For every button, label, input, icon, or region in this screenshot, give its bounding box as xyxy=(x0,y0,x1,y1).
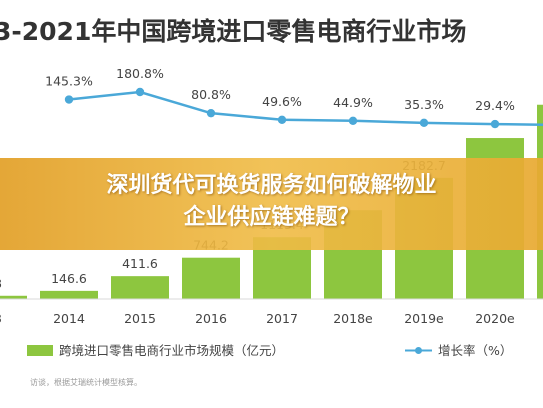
x-tick-label-2015: 2015 xyxy=(124,311,156,326)
x-tick-label-2014: 2014 xyxy=(53,311,85,326)
source-note: 访谈，根据艾瑞统计模型核算。 xyxy=(30,377,142,387)
bar-2016 xyxy=(182,257,240,299)
growth-rate-point-2015 xyxy=(135,87,145,97)
x-tick-label-2020e: 2020e xyxy=(475,311,515,326)
x-tick-label-2016: 2016 xyxy=(195,311,227,326)
legend-line-label: 增长率（%） xyxy=(438,343,512,358)
growth-rate-point-2016 xyxy=(206,108,216,118)
growth-rate-point-2019e xyxy=(419,118,429,128)
chart-title: 3-2021年中国跨境进口零售电商行业市场 xyxy=(0,17,466,46)
growth-rate-label-2019e: 35.3% xyxy=(404,97,444,112)
x-ticks-layer: 320142015201620172018e2019e2020e2 xyxy=(0,311,515,326)
growth-rate-label-2015: 180.8% xyxy=(116,66,164,81)
overlay-banner xyxy=(0,158,543,250)
growth-rate-point-2017 xyxy=(277,115,287,124)
overlay-headline: 深圳货代可换货服务如何破解物业 企业供应链难题？ xyxy=(0,170,543,234)
bar-label-2014: 146.6 xyxy=(51,271,87,286)
bar-2015 xyxy=(111,276,169,299)
growth-rate-point-2018e xyxy=(348,116,358,125)
growth-rate-point-2020e xyxy=(490,119,500,129)
growth-rate-label-2014: 145.3% xyxy=(45,74,93,89)
legend-bar-swatch xyxy=(27,345,53,356)
rate-labels-layer: 145.3%180.8%80.8%49.6%44.9%35.3%29.4%2 xyxy=(45,66,515,113)
overlay-line-1: 深圳货代可换货服务如何破解物业 xyxy=(106,173,437,198)
overlay-line-2: 企业供应链难题？ xyxy=(183,205,360,230)
growth-rate-line xyxy=(68,90,543,126)
bar-label-2015: 411.6 xyxy=(122,256,158,271)
growth-rate-label-2016: 80.8% xyxy=(191,87,231,102)
bar-2014 xyxy=(40,290,98,299)
legend: 跨境进口零售电商行业市场规模（亿元） 增长率（%） xyxy=(27,343,512,358)
bar-2013 xyxy=(0,295,27,299)
x-tick-label-2017: 2017 xyxy=(266,311,298,326)
legend-line-marker xyxy=(415,347,422,354)
growth-rate-label-2020e: 29.4% xyxy=(475,98,515,113)
bar-label-2013: 8 xyxy=(0,276,2,291)
growth-rate-label-2018e: 44.9% xyxy=(333,95,373,110)
legend-bar-label: 跨境进口零售电商行业市场规模（亿元） xyxy=(59,343,284,358)
x-tick-label-2018e: 2018e xyxy=(333,311,373,326)
line-layer xyxy=(64,87,543,129)
growth-rate-point-2014 xyxy=(64,95,74,104)
x-tick-label-2019e: 2019e xyxy=(404,311,444,326)
growth-rate-label-2017: 49.6% xyxy=(262,94,302,109)
x-tick-label-2013: 3 xyxy=(0,311,2,326)
